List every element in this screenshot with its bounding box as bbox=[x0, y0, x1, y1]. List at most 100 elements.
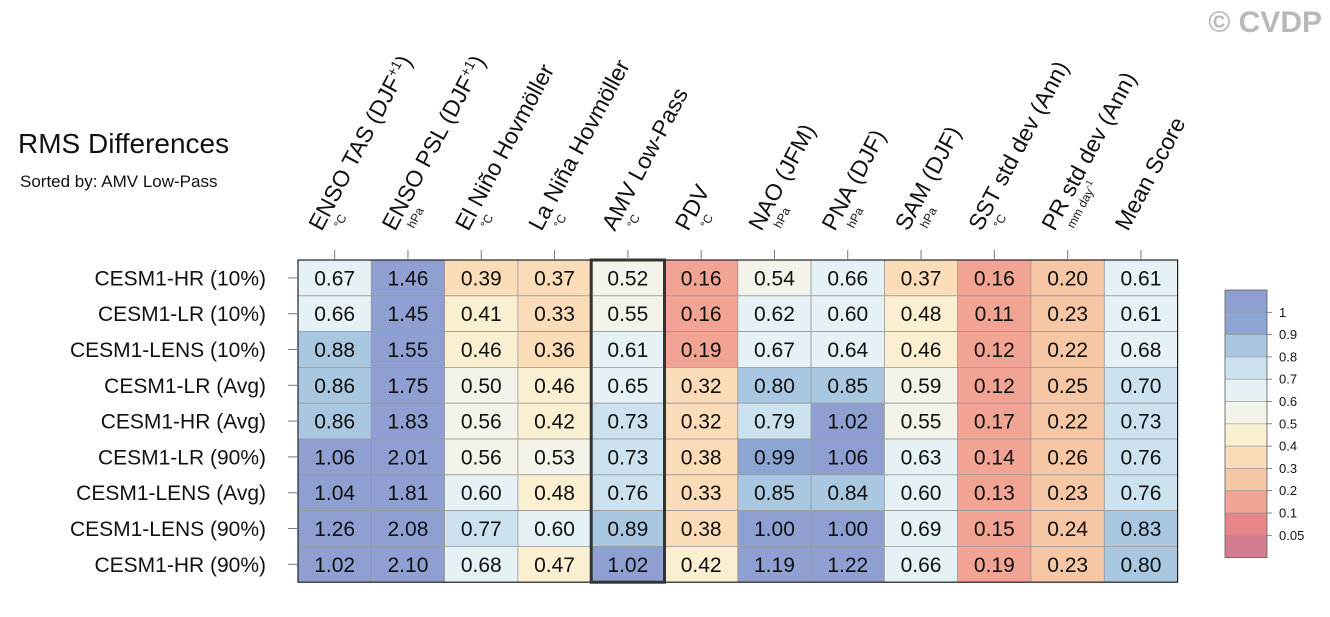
heatmap-cell bbox=[1030, 438, 1105, 476]
cell-value: 0.20 bbox=[1047, 267, 1088, 290]
heatmap-cell bbox=[370, 438, 445, 476]
cell-value: 0.61 bbox=[1121, 303, 1162, 326]
colorbar-swatch bbox=[1224, 468, 1268, 491]
cell-value: 1.45 bbox=[388, 303, 429, 326]
cell-value: 1.02 bbox=[314, 554, 355, 577]
heatmap-cell bbox=[370, 366, 445, 404]
heatmap-cell bbox=[957, 474, 1032, 511]
heatmap-cell bbox=[957, 510, 1032, 547]
cell-value: 1.55 bbox=[388, 339, 429, 362]
cell-value: 1.02 bbox=[827, 411, 868, 434]
cell-value: 0.26 bbox=[1047, 446, 1088, 469]
cell-value: 1.22 bbox=[827, 554, 868, 577]
colorbar-swatch bbox=[1224, 334, 1268, 358]
column-unit: °C bbox=[478, 212, 497, 231]
cell-value: 1.02 bbox=[607, 554, 648, 577]
column-unit: °C bbox=[331, 212, 350, 231]
heatmap-cell bbox=[590, 438, 665, 476]
heatmap-cell bbox=[297, 366, 372, 404]
cell-value: 1.00 bbox=[827, 518, 868, 541]
heatmap-cell bbox=[884, 438, 959, 476]
heatmap-cell bbox=[297, 546, 372, 583]
cell-value: 1.75 bbox=[388, 375, 429, 398]
heatmap-cell bbox=[517, 546, 592, 583]
heatmap-cell bbox=[444, 366, 519, 404]
colorbar-swatch bbox=[1224, 356, 1268, 380]
cell-value: 0.46 bbox=[901, 339, 942, 362]
heatmap-cell bbox=[1030, 474, 1105, 511]
heatmap-cell bbox=[1030, 546, 1105, 583]
heatmap-cell bbox=[297, 402, 372, 440]
colorbar-swatch bbox=[1224, 311, 1268, 335]
cell-value: 0.83 bbox=[1121, 518, 1162, 541]
colorbar-label: 0.7 bbox=[1279, 372, 1297, 387]
cell-value: 0.19 bbox=[681, 339, 722, 362]
column-unit: °C bbox=[551, 212, 570, 231]
row-label: CESM1-LENS (10%) bbox=[70, 339, 266, 362]
column-unit: °C bbox=[991, 212, 1010, 231]
cell-value: 0.39 bbox=[461, 267, 502, 290]
cell-value: 0.12 bbox=[974, 339, 1015, 362]
cell-value: 0.50 bbox=[461, 375, 502, 398]
cell-value: 0.67 bbox=[754, 339, 795, 362]
row-label: CESM1-HR (Avg) bbox=[101, 411, 266, 434]
cell-value: 0.16 bbox=[681, 303, 722, 326]
cell-value: 0.73 bbox=[607, 411, 648, 434]
colorbar-label: 0.1 bbox=[1279, 506, 1297, 521]
cell-value: 2.01 bbox=[388, 446, 429, 469]
cell-value: 0.38 bbox=[681, 446, 722, 469]
cell-value: 0.46 bbox=[534, 375, 575, 398]
row-label: CESM1-LR (90%) bbox=[98, 446, 266, 469]
colorbar-label: 0.3 bbox=[1279, 461, 1297, 476]
cell-value: 0.66 bbox=[314, 303, 355, 326]
heatmap-cell bbox=[517, 331, 592, 368]
cell-value: 0.23 bbox=[1047, 482, 1088, 505]
cell-value: 0.68 bbox=[1121, 339, 1162, 362]
cell-value: 0.68 bbox=[461, 554, 502, 577]
cell-value: 0.14 bbox=[974, 446, 1015, 469]
heatmap-cell bbox=[297, 331, 372, 368]
cell-value: 0.53 bbox=[534, 446, 575, 469]
heatmap-cell bbox=[444, 546, 519, 583]
cell-value: 0.61 bbox=[607, 339, 648, 362]
colorbar-swatch bbox=[1224, 289, 1268, 313]
colorbar-label: 0.4 bbox=[1279, 439, 1297, 454]
cell-value: 2.08 bbox=[388, 518, 429, 541]
heatmap-cell bbox=[1030, 259, 1105, 297]
cell-value: 0.24 bbox=[1047, 518, 1088, 541]
colorbar-swatch bbox=[1224, 490, 1268, 514]
cell-value: 0.60 bbox=[827, 303, 868, 326]
heatmap-cell bbox=[517, 474, 592, 511]
heatmap-cell bbox=[1030, 510, 1105, 547]
colorbar-label: 1 bbox=[1279, 305, 1286, 320]
heatmap-cell bbox=[1030, 402, 1105, 440]
cell-value: 0.36 bbox=[534, 339, 575, 362]
heatmap-cell bbox=[884, 331, 959, 368]
cell-value: 0.66 bbox=[901, 554, 942, 577]
cell-value: 1.19 bbox=[754, 554, 795, 577]
cell-value: 0.32 bbox=[681, 375, 722, 398]
heatmap-cell bbox=[810, 438, 885, 476]
heatmap-cell bbox=[590, 510, 665, 547]
cell-value: 1.81 bbox=[388, 482, 429, 505]
cell-value: 0.32 bbox=[681, 411, 722, 434]
cell-value: 0.41 bbox=[461, 303, 502, 326]
heatmap-cell bbox=[1103, 331, 1179, 368]
cell-value: 1.04 bbox=[314, 482, 355, 505]
cell-value: 0.55 bbox=[607, 303, 648, 326]
heatmap-cell bbox=[1030, 295, 1105, 332]
heatmap-cell bbox=[884, 295, 959, 332]
cell-value: 0.22 bbox=[1047, 339, 1088, 362]
cell-value: 1.83 bbox=[388, 411, 429, 434]
chart-title: RMS Differences bbox=[18, 128, 230, 159]
cell-value: 0.15 bbox=[974, 518, 1015, 541]
row-label: CESM1-LR (Avg) bbox=[104, 375, 266, 398]
heatmap-cell bbox=[1103, 259, 1179, 297]
cell-value: 0.65 bbox=[607, 375, 648, 398]
heatmap-cell bbox=[664, 402, 739, 440]
cell-value: 0.59 bbox=[901, 375, 942, 398]
heatmap-cell bbox=[590, 474, 665, 511]
heatmap-cell bbox=[1103, 474, 1179, 511]
cell-value: 0.66 bbox=[827, 267, 868, 290]
